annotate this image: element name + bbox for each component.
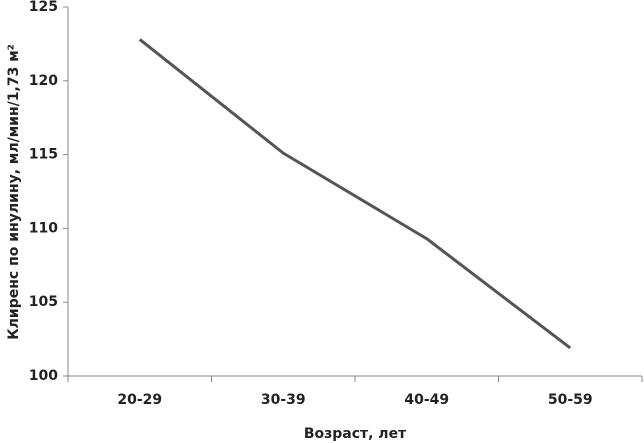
line [138, 38, 572, 350]
y-tick-label: 105 [29, 294, 58, 310]
y-tick-label: 120 [29, 73, 58, 89]
x-tick-label: 20-29 [117, 392, 162, 408]
x-tick-label: 40-49 [404, 392, 449, 408]
x-tick-label: 50-59 [548, 392, 593, 408]
y-tick-label: 125 [29, 0, 58, 15]
x-tick-label: 30-39 [261, 392, 306, 408]
y-tick-label: 115 [29, 147, 58, 163]
y-axis-label: Клиренс по инулину, мл/мин/1,73 м² [6, 44, 22, 340]
y-tick-label: 100 [29, 368, 58, 384]
x-axis-label: Возраст, лет [304, 426, 407, 442]
y-tick-label: 110 [29, 220, 58, 236]
